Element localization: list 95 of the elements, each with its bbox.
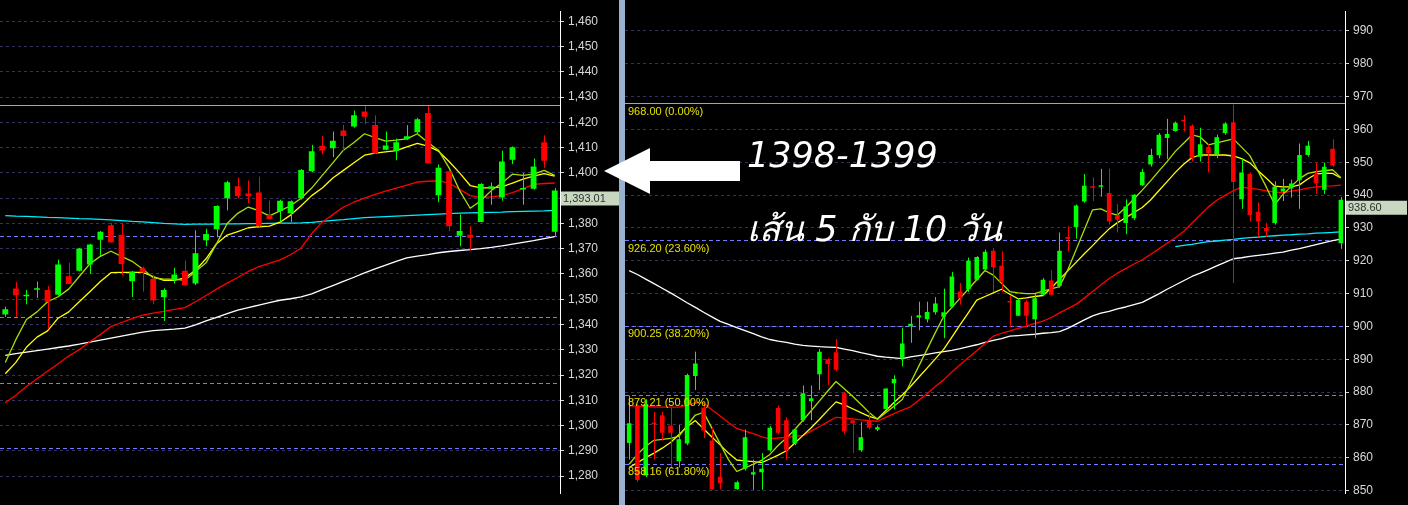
- candlestick: [86, 243, 93, 275]
- y-tick-label: 1,330: [568, 342, 599, 357]
- y-tick-label: 1,300: [568, 417, 599, 432]
- candlestick: [277, 199, 283, 222]
- candlestick: [467, 225, 474, 251]
- candlestick: [1206, 143, 1211, 173]
- candlestick: [329, 130, 336, 158]
- y-tick-label: 1,410: [568, 139, 599, 154]
- candlestick: [899, 327, 905, 367]
- candlestick: [1024, 299, 1029, 326]
- candlestick: [1065, 225, 1071, 253]
- candlestick: [1330, 138, 1335, 168]
- candlestick: [1214, 134, 1219, 159]
- candlestick: [759, 452, 764, 491]
- y-tick-label: 920: [1353, 253, 1374, 268]
- y-tick-label: 1,360: [568, 266, 599, 281]
- candlestick: [234, 176, 241, 199]
- candlestick: [808, 384, 814, 421]
- candlestick: [108, 222, 114, 244]
- candlestick: [858, 421, 864, 453]
- candlestick: [1123, 198, 1128, 235]
- ref-line-label: 968.00 (0.00%): [628, 104, 704, 117]
- candlestick: [1322, 162, 1327, 195]
- candlestick: [224, 180, 231, 211]
- ref-line-label: 900.25 (38.20%): [628, 327, 710, 340]
- candlestick: [456, 213, 463, 247]
- y-tick-label: 990: [1353, 23, 1374, 38]
- candlestick: [12, 281, 19, 318]
- annotation: 1398-1399: [747, 134, 938, 176]
- y-tick-label: 950: [1353, 154, 1374, 169]
- y-tick-label: 850: [1353, 482, 1374, 497]
- candlestick: [150, 274, 157, 305]
- candlestick: [941, 288, 946, 339]
- candlestick: [129, 270, 135, 298]
- candlestick: [520, 172, 526, 206]
- y-tick-label: 1,400: [568, 165, 599, 180]
- candlestick: [1115, 203, 1120, 233]
- candlestick: [488, 182, 495, 206]
- candlestick: [1197, 127, 1203, 163]
- candlestick: [340, 124, 347, 152]
- candlestick: [825, 357, 831, 386]
- y-tick-label: 1,370: [568, 241, 599, 256]
- y-tick-label: 1,320: [568, 367, 599, 382]
- candlestick: [1082, 173, 1087, 204]
- y-tick-label: 960: [1353, 121, 1374, 136]
- y-tick-label: 1,460: [568, 13, 599, 28]
- candlestick: [97, 230, 104, 257]
- candlestick: [1048, 269, 1054, 297]
- y-tick-label: 910: [1353, 285, 1374, 300]
- candlestick: [693, 351, 698, 391]
- candlestick: [916, 301, 922, 331]
- y-tick-label: 980: [1353, 56, 1374, 71]
- y-tick-label: 1,310: [568, 392, 599, 407]
- y-tick-label: 1,350: [568, 291, 599, 306]
- candlestick: [1098, 168, 1104, 198]
- y-tick-label: 930: [1353, 220, 1374, 235]
- candlestick: [160, 287, 167, 322]
- y-tick-label: 1,420: [568, 114, 599, 129]
- y-tick-label: 890: [1353, 351, 1374, 366]
- candlestick: [751, 459, 756, 491]
- candlestick: [213, 204, 220, 238]
- candlestick: [541, 134, 548, 169]
- candlestick: [1090, 176, 1095, 202]
- y-tick-label: 940: [1353, 187, 1374, 202]
- candlestick: [139, 266, 146, 293]
- candlestick: [245, 179, 252, 204]
- y-tick-label: 1,290: [568, 443, 599, 458]
- y-tick-label: 1,440: [568, 64, 599, 79]
- candlestick: [659, 411, 665, 442]
- y-tick-label: 1,450: [568, 38, 599, 53]
- y-tick-label: 880: [1353, 384, 1374, 399]
- y-tick-label: 860: [1353, 450, 1374, 464]
- text: 1,393.01: [563, 191, 606, 204]
- y-tick-label: 1,380: [568, 215, 599, 230]
- annotation: เส้น 5 กับ 10 วัน: [747, 208, 1003, 250]
- y-tick-label: 970: [1353, 88, 1374, 103]
- candlestick: [1007, 295, 1013, 328]
- ref-line-label: 926.20 (23.60%): [628, 241, 710, 254]
- candlestick: [393, 138, 400, 161]
- candlestick: [182, 260, 188, 287]
- candlestick: [999, 250, 1004, 293]
- candlestick: [817, 348, 822, 391]
- text: 938.60: [1348, 200, 1382, 213]
- y-tick-label: 1,430: [568, 89, 599, 104]
- candlestick: [319, 135, 326, 155]
- y-tick-label: 1,340: [568, 316, 599, 331]
- candlestick: [1032, 293, 1037, 339]
- y-tick-label: 870: [1353, 417, 1374, 432]
- candlestick: [833, 338, 839, 372]
- candlestick: [1280, 178, 1286, 202]
- y-tick-label: 900: [1353, 318, 1374, 333]
- candlestick: [991, 247, 996, 293]
- candlestick: [308, 144, 315, 173]
- y-tick-label: 1,280: [568, 468, 599, 483]
- candlestick: [974, 255, 979, 281]
